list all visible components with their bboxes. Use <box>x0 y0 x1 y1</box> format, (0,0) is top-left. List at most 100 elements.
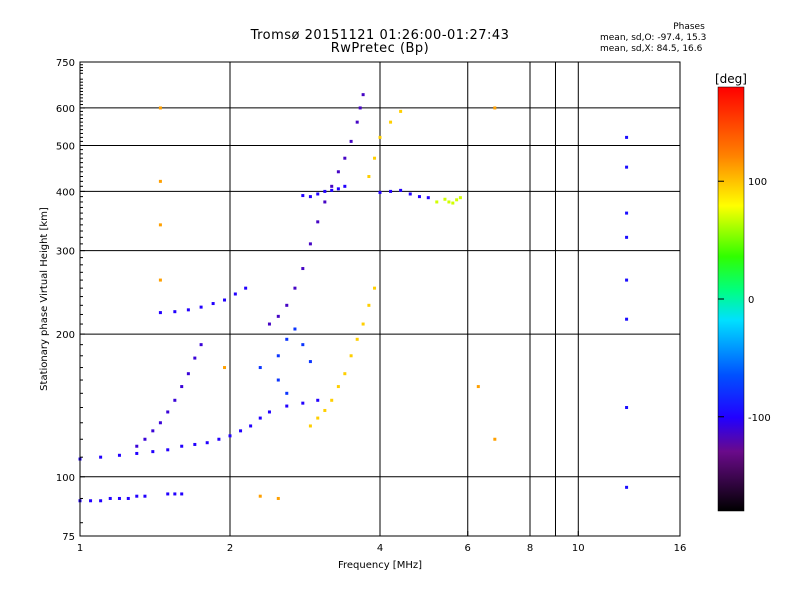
data-point <box>355 337 359 341</box>
y-tick-label: 750 <box>56 58 75 69</box>
y-tick-label: 500 <box>56 141 75 152</box>
data-point <box>166 410 170 414</box>
data-point <box>117 496 121 500</box>
data-point <box>336 385 340 389</box>
data-point <box>323 200 327 204</box>
y-tick-label: 200 <box>56 330 75 341</box>
data-point <box>361 93 365 97</box>
data-point <box>316 220 320 224</box>
data-point <box>301 401 305 405</box>
data-point <box>180 492 184 496</box>
y-tick-label: 600 <box>56 104 75 115</box>
data-point <box>285 337 289 341</box>
data-point <box>447 200 451 204</box>
x-axis-label: Frequency [MHz] <box>338 560 422 571</box>
x-tick-label: 16 <box>674 543 687 554</box>
data-point <box>158 106 162 110</box>
data-point <box>276 496 280 500</box>
data-point <box>373 286 377 290</box>
data-point <box>301 343 305 347</box>
data-point <box>193 356 197 360</box>
chart-subtitle: RwPretec (Bp) <box>330 41 430 56</box>
data-point <box>301 194 305 198</box>
x-axis: 1 2 4 6 8 10 16 <box>77 531 687 554</box>
data-point <box>158 179 162 183</box>
data-point <box>199 305 203 309</box>
data-point <box>308 195 312 199</box>
data-point <box>135 451 139 455</box>
data-point <box>258 416 262 420</box>
data-point <box>285 391 289 395</box>
data-point <box>258 366 262 370</box>
data-point <box>151 429 155 433</box>
y-tick-label: 75 <box>62 532 75 543</box>
data-point <box>301 267 305 271</box>
phases-o-stats: mean, sd,O: -97.4, 15.3 <box>600 33 707 43</box>
data-point <box>233 292 237 296</box>
data-point <box>625 135 629 139</box>
data-point <box>373 156 377 160</box>
colorbar-label: [deg] <box>715 72 747 86</box>
data-point <box>135 494 139 498</box>
data-point <box>223 366 227 370</box>
data-point <box>399 188 403 192</box>
data-point <box>158 421 162 425</box>
x-tick-label: 4 <box>377 543 383 554</box>
y-tick-label: 100 <box>56 473 75 484</box>
data-point <box>367 175 371 179</box>
data-point <box>249 424 253 428</box>
y-tick-label: 300 <box>56 247 75 258</box>
data-point <box>166 492 170 496</box>
data-point <box>285 303 289 307</box>
data-point <box>193 442 197 446</box>
data-point <box>323 408 327 412</box>
data-point <box>180 444 184 448</box>
data-point <box>343 372 347 376</box>
data-point <box>276 354 280 358</box>
data-point <box>493 437 497 441</box>
colorbar-tick-label: -100 <box>748 413 771 424</box>
data-point <box>99 455 103 459</box>
x-tick-label: 10 <box>572 543 585 554</box>
colorbar-tick-label: 0 <box>748 295 754 306</box>
data-point <box>89 499 93 503</box>
data-point <box>173 310 177 314</box>
data-point <box>293 286 297 290</box>
data-point <box>378 190 382 194</box>
data-point <box>625 165 629 169</box>
data-point <box>173 492 177 496</box>
data-point <box>158 311 162 315</box>
x-tick-label: 6 <box>465 543 471 554</box>
data-point <box>308 424 312 428</box>
data-point <box>625 317 629 321</box>
phases-x-stats: mean, sd,X: 84.5, 16.6 <box>600 44 703 54</box>
data-point <box>625 406 629 410</box>
data-point <box>323 189 327 193</box>
data-point <box>378 135 382 139</box>
data-point <box>276 314 280 318</box>
data-point <box>293 327 297 331</box>
data-point <box>455 198 459 202</box>
data-point <box>336 170 340 174</box>
data-point <box>186 372 190 376</box>
data-point <box>244 286 248 290</box>
data-point <box>367 303 371 307</box>
data-point <box>476 385 480 389</box>
data-point <box>108 496 112 500</box>
data-point <box>151 450 155 454</box>
y-axis: 75 100 200 300 400 500 600 750 <box>56 58 85 543</box>
data-point <box>426 196 430 200</box>
data-point <box>330 188 334 192</box>
data-point <box>330 398 334 402</box>
data-point <box>267 410 271 414</box>
data-point <box>316 398 320 402</box>
data-point <box>625 485 629 489</box>
data-point <box>143 494 147 498</box>
data-point <box>186 308 190 312</box>
data-point <box>180 385 184 389</box>
chart-title: Tromsø 20151121 01:26:00-01:27:43 <box>250 28 510 43</box>
data-point <box>343 184 347 188</box>
phases-legend: Phases mean, sd,O: -97.4, 15.3 mean, sd,… <box>600 22 770 55</box>
data-point <box>443 197 447 201</box>
